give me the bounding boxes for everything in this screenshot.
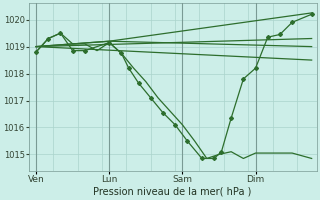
X-axis label: Pression niveau de la mer( hPa ): Pression niveau de la mer( hPa ) [93, 187, 252, 197]
